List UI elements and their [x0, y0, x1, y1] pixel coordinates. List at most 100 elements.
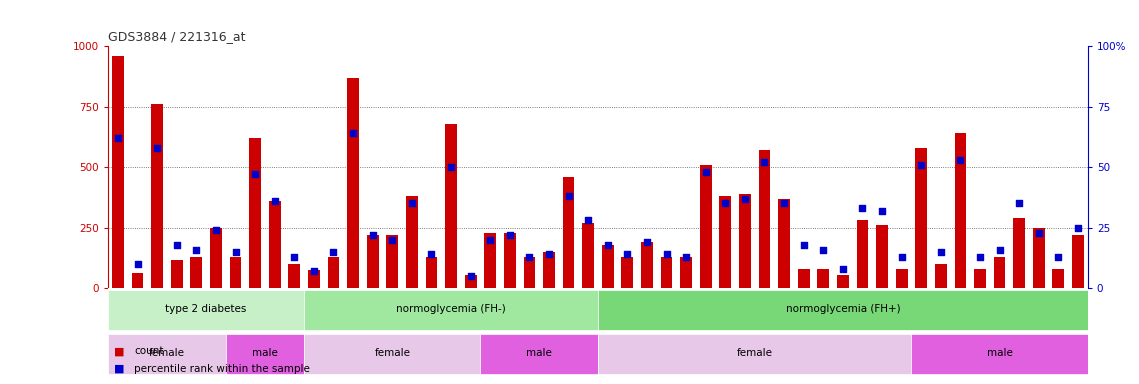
Bar — [210, 228, 222, 288]
Bar — [699, 165, 712, 288]
Point — [677, 254, 695, 260]
Point — [305, 268, 323, 275]
Point — [716, 200, 735, 207]
Bar — [347, 78, 359, 288]
Text: normoglycemia (FH-): normoglycemia (FH-) — [396, 305, 506, 314]
Bar — [1072, 235, 1084, 288]
Bar — [622, 257, 633, 288]
Point — [872, 208, 891, 214]
Bar — [720, 196, 731, 288]
Point — [187, 247, 205, 253]
Bar — [1014, 218, 1025, 288]
Bar — [288, 264, 301, 288]
Point — [521, 254, 539, 260]
Bar — [916, 148, 927, 288]
Point — [853, 205, 871, 212]
Point — [109, 135, 128, 141]
Text: percentile rank within the sample: percentile rank within the sample — [134, 364, 310, 374]
Point — [265, 198, 284, 204]
Point — [1068, 225, 1087, 231]
Text: ■: ■ — [114, 364, 124, 374]
Bar — [797, 269, 810, 288]
Point — [991, 247, 1009, 253]
Point — [599, 242, 617, 248]
Bar — [503, 233, 516, 288]
Bar — [304, 334, 481, 374]
Point — [755, 159, 773, 166]
Bar — [269, 201, 280, 288]
Point — [129, 261, 147, 267]
Bar — [171, 260, 182, 288]
Bar — [112, 56, 124, 288]
Point — [481, 237, 499, 243]
Bar — [1052, 269, 1064, 288]
Point — [912, 162, 931, 168]
Bar — [993, 257, 1006, 288]
Point — [775, 200, 793, 207]
Bar — [895, 269, 908, 288]
Point — [148, 145, 166, 151]
Bar — [328, 257, 339, 288]
Bar — [954, 133, 966, 288]
Point — [579, 217, 597, 223]
Point — [814, 247, 833, 253]
Text: female: female — [375, 348, 410, 358]
Bar — [230, 257, 241, 288]
Bar — [857, 220, 868, 288]
Bar — [304, 290, 598, 330]
Bar — [226, 334, 304, 374]
Point — [795, 242, 813, 248]
Point — [951, 157, 969, 163]
Text: female: female — [149, 348, 185, 358]
Point — [893, 254, 911, 260]
Bar — [543, 252, 555, 288]
Bar — [108, 290, 304, 330]
Point — [344, 130, 362, 136]
Point — [932, 249, 950, 255]
Point — [834, 266, 852, 272]
Bar — [426, 257, 437, 288]
Bar — [974, 269, 986, 288]
Text: ■: ■ — [114, 346, 124, 356]
Bar — [661, 257, 672, 288]
Point — [246, 171, 264, 177]
Point — [618, 251, 637, 257]
Text: female: female — [737, 348, 772, 358]
Point — [363, 232, 382, 238]
Bar — [132, 273, 144, 288]
Point — [423, 251, 441, 257]
Bar — [582, 223, 595, 288]
Bar — [778, 199, 790, 288]
Bar — [818, 269, 829, 288]
Bar — [641, 242, 653, 288]
Point — [207, 227, 226, 233]
Text: male: male — [252, 348, 278, 358]
Bar — [563, 177, 574, 288]
Bar — [911, 334, 1088, 374]
Point — [403, 200, 421, 207]
Point — [383, 237, 401, 243]
Text: normoglycemia (FH+): normoglycemia (FH+) — [786, 305, 900, 314]
Point — [501, 232, 519, 238]
Bar — [465, 275, 476, 288]
Bar — [598, 290, 1088, 330]
Bar — [598, 334, 911, 374]
Bar — [108, 334, 226, 374]
Point — [559, 193, 577, 199]
Bar — [601, 245, 614, 288]
Point — [657, 251, 675, 257]
Bar — [1033, 228, 1044, 288]
Bar — [190, 257, 203, 288]
Point — [1049, 254, 1067, 260]
Point — [167, 242, 186, 248]
Point — [736, 195, 754, 202]
Text: GDS3884 / 221316_at: GDS3884 / 221316_at — [108, 30, 246, 43]
Point — [325, 249, 343, 255]
Bar — [249, 138, 261, 288]
Bar — [386, 235, 399, 288]
Point — [697, 169, 715, 175]
Bar — [680, 257, 693, 288]
Point — [540, 251, 558, 257]
Bar — [445, 124, 457, 288]
Point — [1010, 200, 1029, 207]
